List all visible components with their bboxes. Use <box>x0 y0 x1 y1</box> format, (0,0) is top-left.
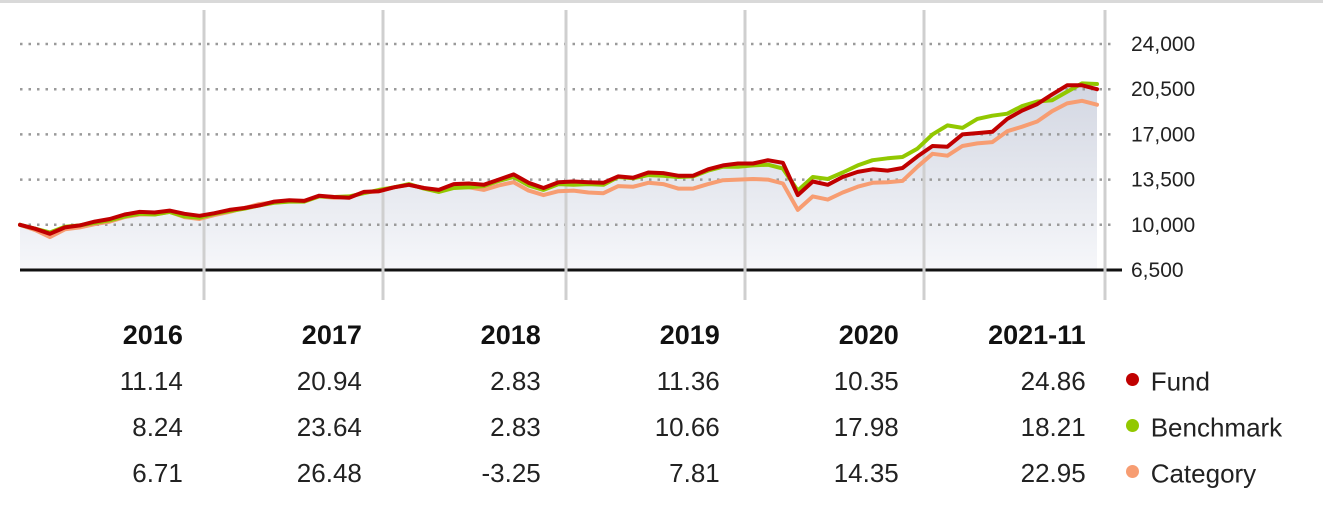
return-cell: 2.83 <box>490 365 541 396</box>
return-cell: 10.66 <box>654 411 720 442</box>
returns-header-row: 2016 2017 2018 2019 2020 2021-11 <box>0 312 1323 358</box>
fund-dot-icon <box>1125 373 1139 387</box>
category-dot-icon <box>1125 465 1139 479</box>
return-cell: 26.48 <box>296 457 362 488</box>
y-axis-ticks: 24,000 20,500 17,000 13,500 10,000 6,500 <box>1131 33 1195 282</box>
annual-returns-table: 2016 2017 2018 2019 2020 2021-11 11.14 2… <box>0 312 1323 496</box>
fund-area <box>20 85 1097 270</box>
fund-returns-row: 11.14 20.94 2.83 11.36 10.35 24.86 Fund <box>0 358 1323 404</box>
legend-label: Fund <box>1150 366 1210 397</box>
return-cell: 8.24 <box>132 411 183 442</box>
return-cell: 18.21 <box>1020 411 1086 442</box>
y-tick-label: 17,000 <box>1131 123 1195 146</box>
year-header: 2020 <box>838 319 899 350</box>
return-cell: 11.14 <box>119 365 183 396</box>
legend-label: Category <box>1150 458 1257 489</box>
year-dividers <box>202 10 1107 300</box>
return-cell: 23.64 <box>296 411 362 442</box>
return-cell: 7.81 <box>669 457 720 488</box>
legend-label: Benchmark <box>1150 412 1283 443</box>
fund-series-line <box>18 83 1099 236</box>
category-returns-row: 6.71 26.48 -3.25 7.81 14.35 22.95 Catego… <box>0 450 1323 496</box>
return-cell: 24.86 <box>1020 365 1086 396</box>
year-header: 2021-11 <box>988 319 1086 350</box>
top-border <box>0 0 1323 3</box>
return-cell: 22.95 <box>1020 457 1086 488</box>
return-cell: 14.35 <box>833 457 899 488</box>
year-header: 2019 <box>659 319 720 350</box>
y-tick-label: 24,000 <box>1131 33 1195 56</box>
return-cell: 2.83 <box>490 411 541 442</box>
year-header: 2018 <box>480 319 541 350</box>
y-tick-label: 6,500 <box>1131 259 1184 282</box>
legend-category: Category <box>1086 450 1323 496</box>
return-cell: 11.36 <box>656 365 720 396</box>
fund-area-fill <box>20 85 1097 270</box>
y-tick-label: 13,500 <box>1131 169 1195 192</box>
benchmark-returns-row: 8.24 23.64 2.83 10.66 17.98 18.21 Benchm… <box>0 404 1323 450</box>
series-lines <box>18 81 1099 240</box>
y-tick-label: 10,000 <box>1131 214 1195 237</box>
legend-fund: Fund <box>1086 358 1323 404</box>
return-cell: 10.35 <box>833 365 899 396</box>
year-header: 2017 <box>301 319 362 350</box>
benchmark-dot-icon <box>1125 419 1139 433</box>
growth-line-chart: 24,000 20,500 17,000 13,500 10,000 6,500 <box>0 0 1323 300</box>
year-header: 2016 <box>122 319 183 350</box>
return-cell: -3.25 <box>481 457 541 488</box>
return-cell: 17.98 <box>833 411 899 442</box>
y-tick-label: 20,500 <box>1131 78 1195 101</box>
return-cell: 20.94 <box>296 365 362 396</box>
legend-benchmark: Benchmark <box>1086 404 1323 450</box>
return-cell: 6.71 <box>132 457 183 488</box>
